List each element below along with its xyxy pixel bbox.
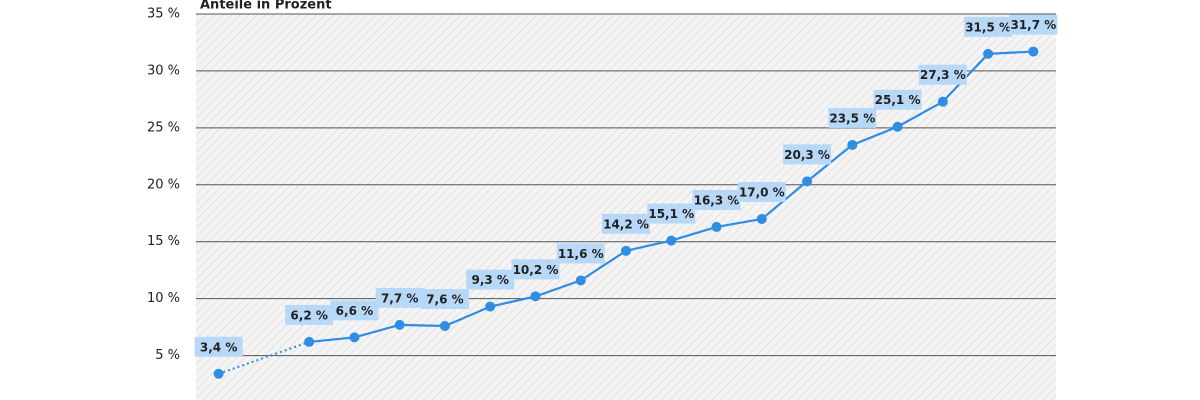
point — [756, 213, 767, 224]
value-label: 6,2 % — [290, 308, 327, 322]
label-box — [194, 336, 243, 357]
point — [394, 319, 405, 330]
label-box — [375, 287, 424, 308]
value-label: 3,4 % — [200, 340, 237, 354]
label-box — [737, 181, 786, 202]
point — [847, 139, 858, 150]
label-box — [783, 144, 832, 165]
value-label: 7,6 % — [426, 292, 463, 306]
y-tick-label: 10 % — [147, 291, 180, 306]
label-box — [556, 243, 605, 264]
gap-bridge — [218, 340, 310, 375]
point — [575, 275, 586, 286]
point — [349, 332, 360, 343]
value-label: 14,2 % — [603, 217, 649, 231]
value-label: 27,3 % — [920, 68, 966, 82]
value-label: 15,1 % — [648, 207, 694, 221]
label-box — [602, 213, 650, 234]
value-label: 6,6 % — [336, 304, 373, 318]
value-label: 10,2 % — [513, 263, 559, 277]
value-label: 31,5 % — [965, 20, 1011, 34]
label-box — [285, 304, 334, 325]
value-label: 23,5 % — [829, 111, 875, 125]
point — [621, 245, 631, 256]
point — [213, 368, 224, 379]
value-label: 25,1 % — [875, 93, 921, 107]
point — [485, 301, 496, 312]
value-label: 16,3 % — [694, 193, 740, 207]
point — [1028, 46, 1039, 57]
y-tick-label: 30 % — [147, 63, 180, 78]
point — [711, 221, 722, 232]
label-box — [828, 107, 877, 128]
value-label: 9,3 % — [471, 273, 508, 287]
y-tick-label: 5 % — [155, 348, 180, 363]
label-box — [873, 89, 922, 110]
plot-background — [196, 14, 1056, 400]
y-tick-label: 15 % — [147, 234, 180, 249]
value-label: 20,3 % — [784, 148, 830, 162]
value-label: 31,7 % — [1010, 18, 1056, 32]
value-label: 7,7 % — [381, 291, 418, 305]
y-tick-label: 20 % — [147, 177, 180, 192]
label-box — [466, 269, 515, 290]
point — [937, 96, 948, 107]
label-box — [330, 300, 379, 321]
point — [892, 121, 903, 132]
point — [802, 176, 813, 187]
label-box — [420, 288, 469, 309]
label-box — [647, 203, 696, 224]
point — [666, 235, 677, 246]
point — [439, 320, 450, 331]
y-tick-label: 25 % — [147, 120, 180, 135]
label-box — [918, 64, 967, 85]
label-box — [692, 189, 741, 210]
point — [304, 336, 315, 347]
label-box — [511, 259, 560, 280]
value-label: 11,6 % — [558, 247, 604, 261]
point — [530, 291, 541, 302]
label-box — [964, 16, 1013, 37]
label-box — [1009, 14, 1058, 35]
value-label: 17,0 % — [739, 185, 785, 199]
point — [983, 48, 994, 59]
y-tick-label: 35 % — [147, 7, 180, 22]
chart-title: Anteile in Prozent — [200, 0, 332, 13]
